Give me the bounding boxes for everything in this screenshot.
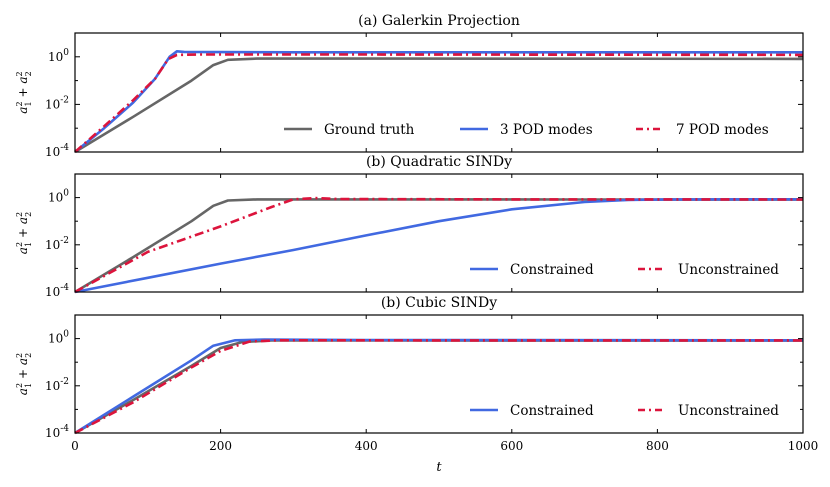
x-tick-label: 200 bbox=[209, 439, 232, 453]
x-tick-label: 0 bbox=[71, 439, 79, 453]
series-line-3-pod-modes bbox=[74, 49, 803, 154]
panel-title: (a) Galerkin Projection bbox=[358, 13, 520, 29]
y-tick-label: 10-2 bbox=[45, 236, 69, 252]
panel-title: (b) Quadratic SINDy bbox=[366, 154, 512, 170]
legend-label: 3 POD modes bbox=[500, 122, 593, 138]
y-axis-label: a21 + a22 bbox=[15, 353, 33, 395]
y-tick-label: 100 bbox=[48, 48, 69, 64]
y-tick-label: 10-4 bbox=[45, 283, 69, 299]
series-line-constrained bbox=[74, 338, 804, 435]
series-line-unconstrained bbox=[74, 338, 803, 435]
legend-label: Unconstrained bbox=[678, 262, 779, 278]
panel-2: (b) Quadratic SINDy 10-4 10-2 100 a21 + a22 C… bbox=[15, 154, 804, 299]
axes-frame bbox=[74, 32, 804, 153]
x-tick-label: 800 bbox=[646, 439, 669, 453]
x-axis-label: t bbox=[436, 460, 442, 475]
panel-title: (b) Cubic SINDy bbox=[381, 295, 497, 311]
y-tick-label: 10-2 bbox=[45, 95, 69, 111]
series-line-ground-truth bbox=[74, 57, 804, 154]
series-line-7-pod-modes bbox=[74, 53, 804, 153]
axes-frame bbox=[74, 173, 804, 293]
x-tick-label: 600 bbox=[500, 439, 523, 453]
panel-1: (a) Galerkin Projection 10-4 10-2 100 a21 + … bbox=[15, 13, 804, 159]
y-tick-label: 10-4 bbox=[45, 424, 69, 440]
x-tick-label: 400 bbox=[355, 439, 378, 453]
series-line-ground-truth bbox=[74, 339, 804, 435]
legend-label: Constrained bbox=[510, 403, 594, 419]
legend-label: 7 POD modes bbox=[676, 122, 769, 138]
x-tick-label: 1000 bbox=[788, 439, 819, 453]
series-line-unconstrained bbox=[74, 196, 804, 294]
legend-label: Ground truth bbox=[324, 122, 415, 138]
y-tick-label: 10-2 bbox=[45, 377, 69, 393]
legend-label: Unconstrained bbox=[678, 403, 779, 419]
series-line-ground-truth bbox=[74, 198, 804, 294]
y-axis-label: a21 + a22 bbox=[15, 212, 33, 254]
y-tick-label: 10-4 bbox=[45, 143, 69, 159]
y-tick-label: 100 bbox=[48, 330, 69, 346]
legend-label: Constrained bbox=[510, 262, 594, 278]
axes-frame bbox=[74, 314, 804, 434]
y-axis-label: a21 + a22 bbox=[15, 71, 33, 113]
series-line-constrained bbox=[74, 198, 804, 294]
y-tick-label: 100 bbox=[48, 189, 69, 205]
